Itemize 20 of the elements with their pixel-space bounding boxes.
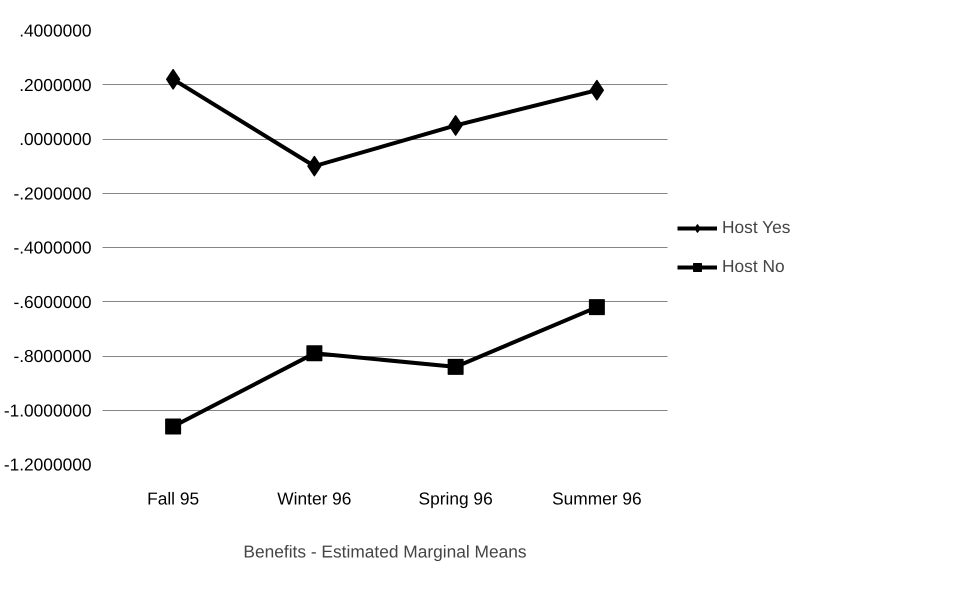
y-tick-label: -.4000000	[13, 238, 92, 258]
y-tick-label: -.2000000	[13, 183, 92, 204]
y-tick-label: -.8000000	[13, 346, 92, 366]
point	[588, 299, 605, 316]
y-tick-label: .2000000	[19, 74, 92, 95]
x-axis-title: Benefits - Estimated Marginal Means	[243, 542, 527, 562]
y-tick-label: -1.0000000	[4, 400, 92, 420]
y-tick-label: .4000000	[19, 20, 92, 40]
point	[165, 418, 182, 435]
y-tick-label: -1.2000000	[4, 454, 92, 474]
point	[306, 345, 322, 362]
x-tick-label: Spring 96	[418, 488, 493, 508]
y-tick-label: -.6000000	[13, 292, 92, 312]
y-tick-label: .0000000	[19, 129, 92, 149]
legend-label: Host Yes	[722, 217, 790, 238]
x-tick-label: Fall 95	[147, 488, 200, 508]
point	[448, 358, 464, 375]
legend-label: Host No	[722, 256, 785, 277]
x-tick-label: Summer 96	[552, 488, 642, 508]
x-tick-label: Winter 96	[277, 488, 352, 508]
